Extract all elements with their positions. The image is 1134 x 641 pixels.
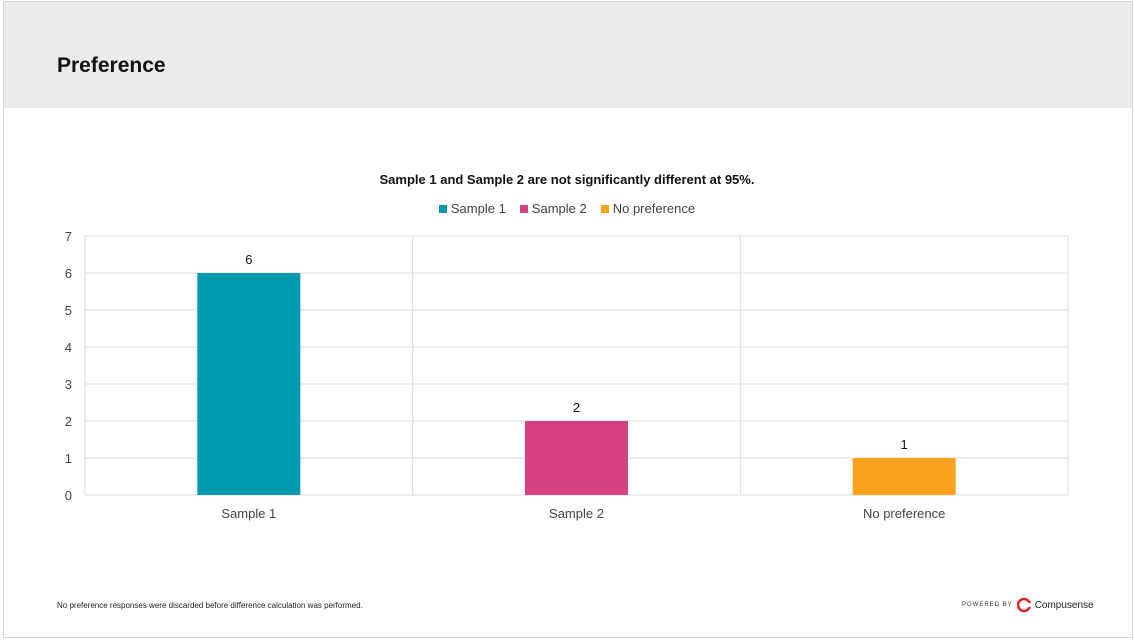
legend-label: Sample 2 [531, 201, 587, 216]
x-tick-label: No preference [863, 506, 945, 521]
legend-label: Sample 1 [450, 201, 506, 216]
data-label: 1 [901, 437, 908, 452]
y-tick-label: 7 [65, 229, 72, 244]
brand-name: Compusense [1034, 599, 1094, 611]
powered-by-badge: POWERED BY Compusense [962, 597, 1094, 613]
x-tick-label: Sample 2 [549, 506, 604, 521]
y-tick-label: 1 [65, 451, 72, 466]
legend-swatch-no-preference [600, 204, 609, 213]
y-tick-label: 5 [65, 303, 72, 318]
chart-legend: Sample 1 Sample 2 No preference [0, 201, 1134, 216]
data-label: 2 [573, 400, 580, 415]
footnote: No preference responses were discarded b… [57, 601, 363, 610]
powered-by-text: POWERED BY [962, 602, 1013, 608]
y-tick-label: 0 [65, 488, 72, 503]
bar-no-preference [852, 458, 956, 495]
bar-sample-2 [525, 421, 628, 495]
legend-item-sample-1: Sample 1 [438, 201, 506, 216]
chart-title: Sample 1 and Sample 2 are not significan… [379, 172, 755, 187]
legend-label: No preference [612, 201, 696, 216]
y-tick-label: 2 [65, 414, 72, 429]
legend-swatch-sample-2 [519, 204, 528, 213]
x-tick-label: Sample 1 [221, 506, 276, 521]
header-band [4, 2, 1132, 108]
legend-item-no-preference: No preference [600, 201, 696, 216]
legend-swatch-sample-1 [438, 204, 447, 213]
y-tick-label: 6 [65, 266, 72, 281]
y-tick-label: 4 [65, 340, 72, 355]
legend-item-sample-2: Sample 2 [519, 201, 587, 216]
data-label: 6 [245, 252, 252, 267]
page-title: Preference [57, 54, 166, 77]
y-tick-label: 3 [65, 377, 72, 392]
compusense-logo-icon [1016, 597, 1031, 613]
bar-sample-1 [197, 273, 301, 495]
